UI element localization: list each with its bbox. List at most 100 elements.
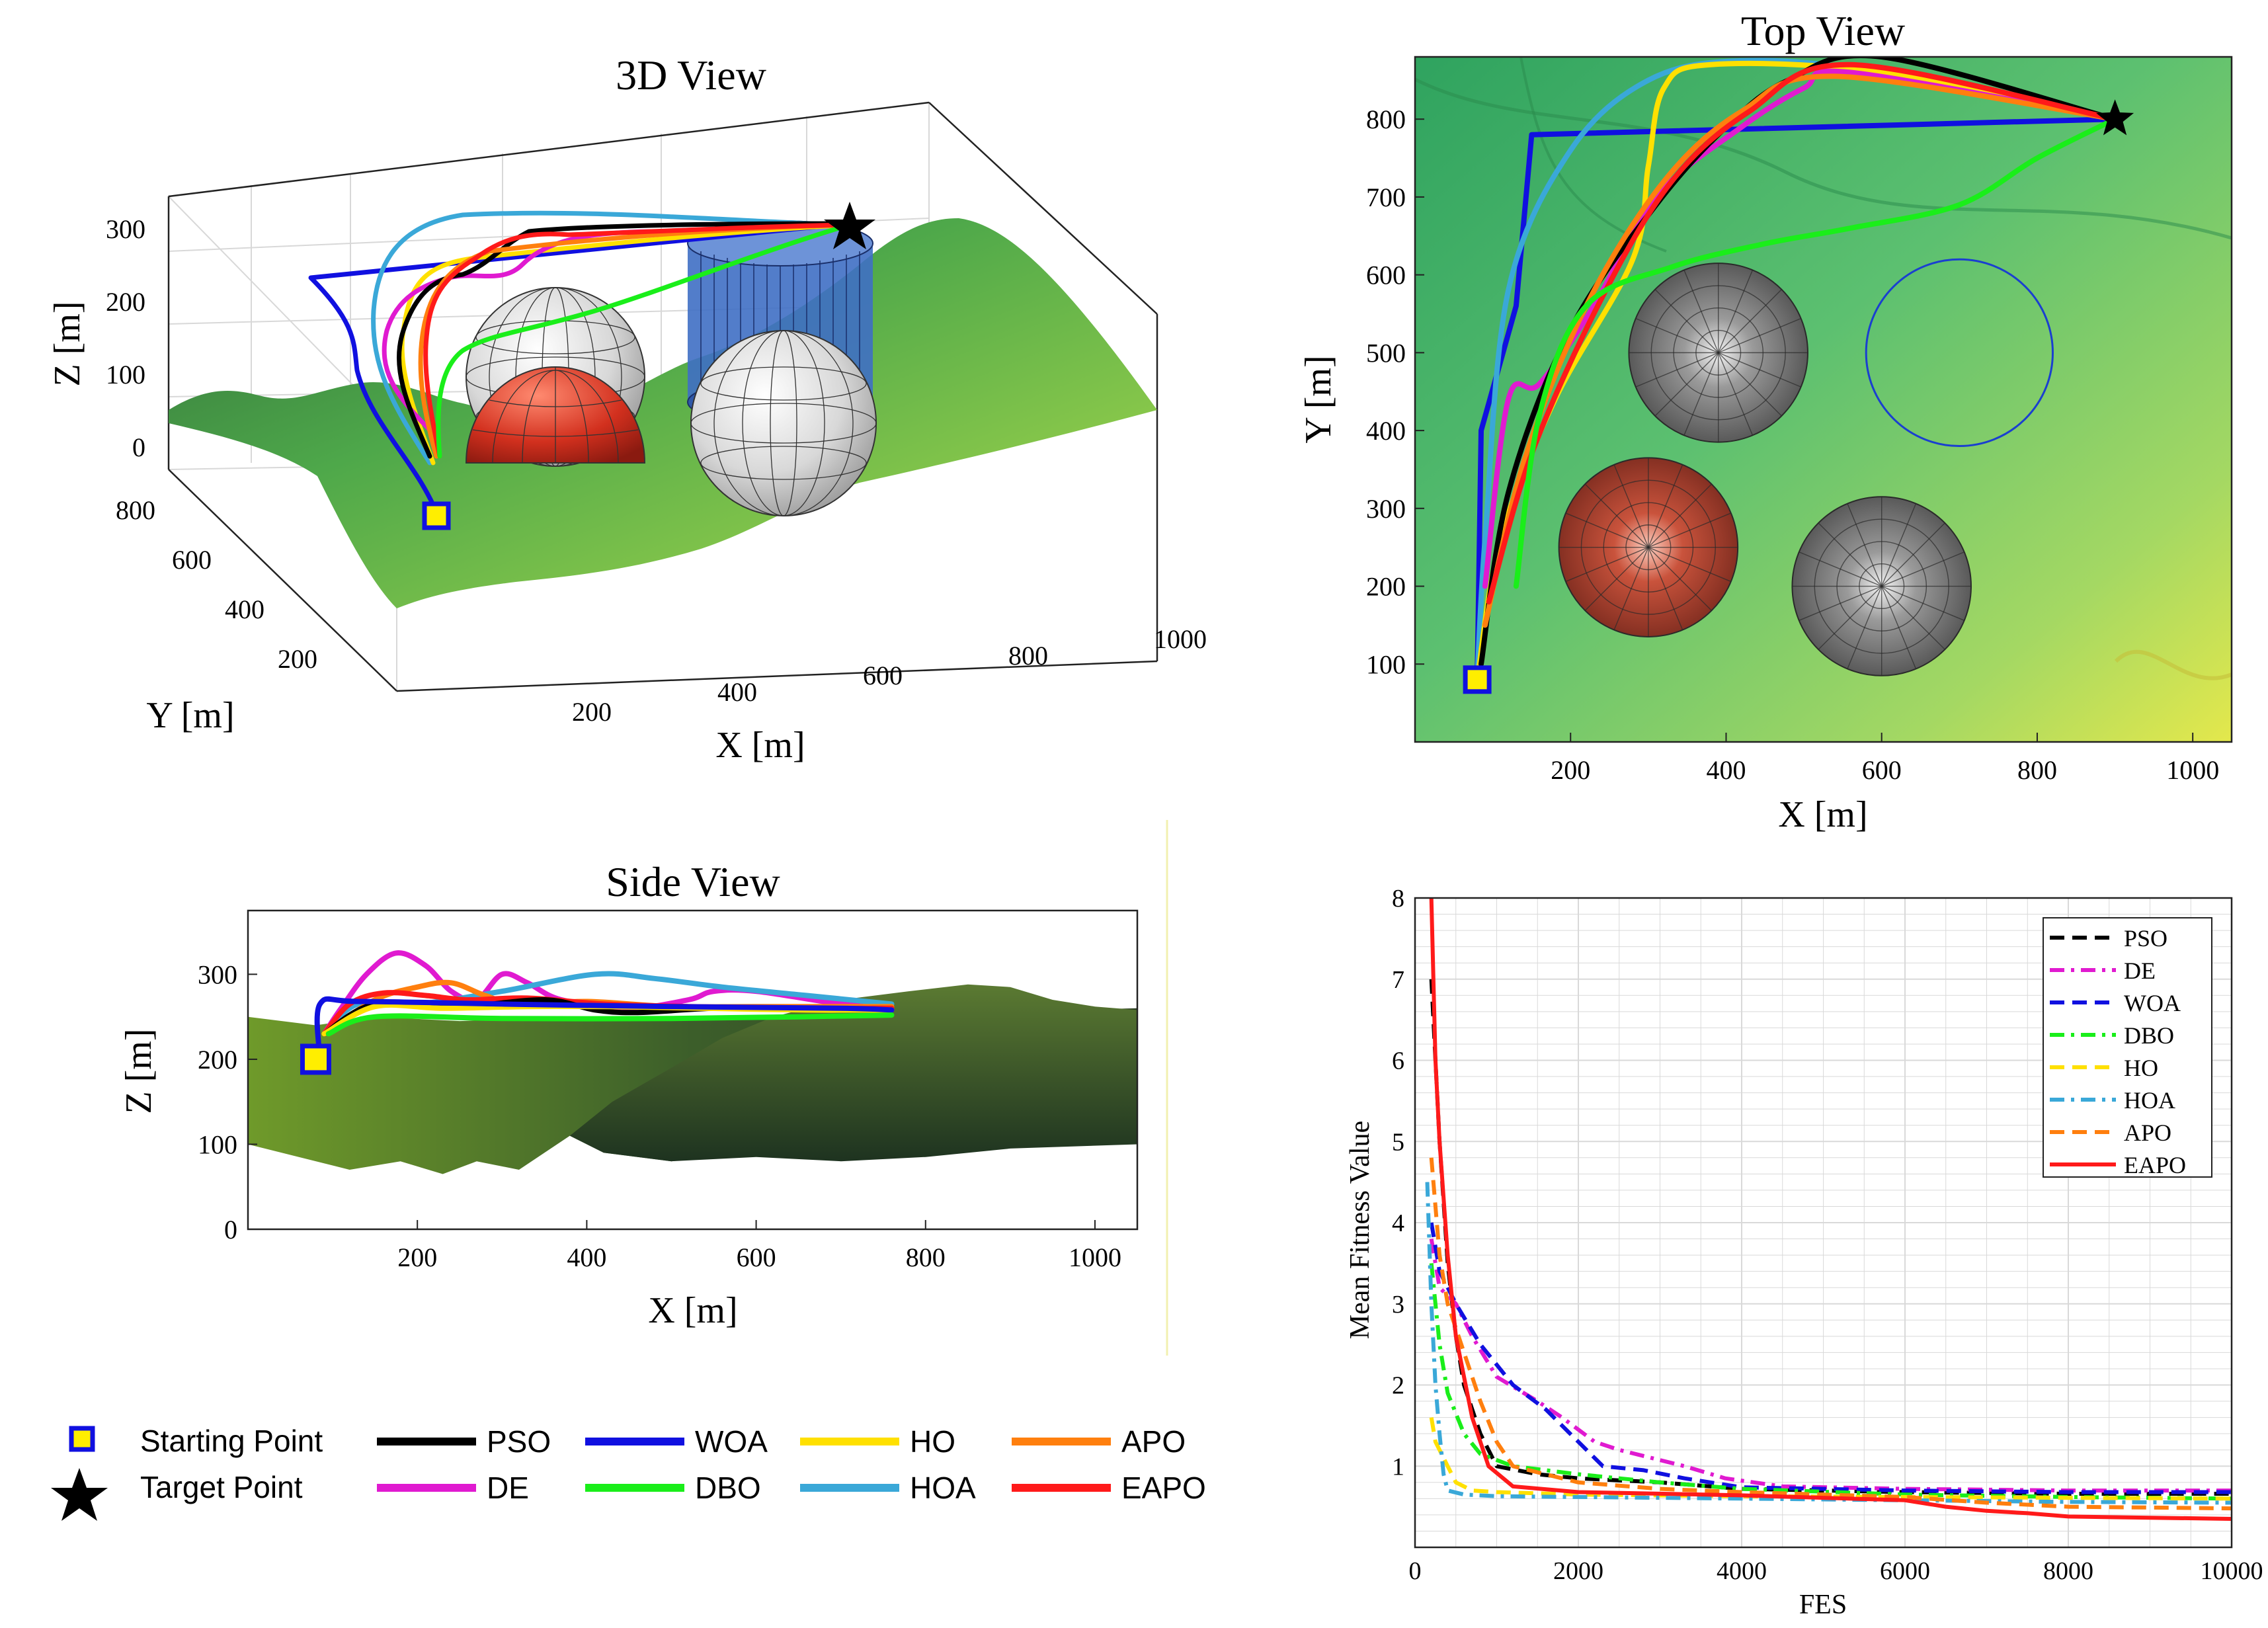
x-tick-convergence: 2000: [1553, 1557, 1603, 1585]
x-tick-top: 1000: [2166, 755, 2219, 785]
path-top-de: [1482, 68, 2118, 589]
legend-label-dbo: DBO: [695, 1471, 761, 1505]
sphere-obstacle-3d-gray-b: [690, 330, 877, 516]
x-tick-convergence: 10000: [2201, 1557, 2263, 1585]
axes-3d: [167, 101, 1158, 692]
legend-target-symbol: [51, 1468, 108, 1521]
sphere-obstacle-top-gray: [1628, 263, 1808, 443]
legend-start-label: Starting Point: [140, 1424, 323, 1458]
z-axis-label-3d: Z [m]: [47, 301, 88, 386]
sphere-obstacle-top-gray: [1791, 496, 1972, 676]
path-3d-dbo: [436, 222, 852, 459]
y-axis-label-convergence: Mean Fitness Value: [1345, 1121, 1375, 1340]
convergence-lines: [1425, 898, 2232, 1521]
legend-label-pso: PSO: [487, 1424, 551, 1459]
x-axis-label-side: X [m]: [648, 1290, 737, 1331]
y-tick-top: 700: [1366, 183, 1406, 212]
y-tick-convergence: 7: [1392, 966, 1404, 994]
legend-target-label: Target Point: [140, 1470, 303, 1504]
y-tick-convergence: 8: [1392, 885, 1404, 913]
start-marker-side: [300, 1043, 331, 1075]
terrain-surface-3d: [169, 218, 1157, 608]
legend-label-eapo: EAPO: [1121, 1471, 1206, 1505]
sphere-obstacle-top-red: [1558, 457, 1739, 637]
z-tick-3d: 100: [106, 360, 145, 389]
z-tick-3d: 0: [132, 432, 145, 462]
x-tick-3d: 200: [572, 697, 612, 727]
y-tick-side: 200: [198, 1045, 237, 1075]
path-legend: Starting Point Target Point PSO WOA HO APO D…: [51, 1424, 1206, 1521]
legend-label-apo: APO: [1121, 1424, 1186, 1459]
conv-legend-label-hoa: HOA: [2124, 1087, 2175, 1114]
axes-frame-top: [1414, 56, 2233, 743]
path-3d-ho: [399, 222, 852, 466]
y-tick-top: 400: [1366, 416, 1406, 446]
x-tick-side: 1000: [1069, 1242, 1121, 1272]
y-tick-top: 100: [1366, 649, 1406, 679]
ticks-3d: 300 200 100 0 800 600 400 200 200 400 60…: [106, 214, 1207, 727]
conv-legend-label-ho: HO: [2124, 1055, 2158, 1081]
conv-legend-label-eapo: EAPO: [2124, 1152, 2186, 1178]
x-tick-side: 800: [906, 1242, 946, 1272]
path-legend-items: PSO WOA HO APO DE DBO HOA EAPO: [377, 1424, 1206, 1505]
top-paths: [1475, 57, 2118, 682]
panel-convergence: 0 2000 4000 6000 8000 10000 1 2 3 4 5 6 7 8 Mean Fitn…: [1345, 885, 2263, 1620]
x-axis-label-top: X [m]: [1778, 794, 1867, 835]
y-tick-side: 0: [224, 1215, 237, 1244]
path-3d-woa: [308, 221, 852, 515]
target-marker-3d: [824, 202, 875, 249]
conv-legend-label-dbo: DBO: [2124, 1022, 2174, 1049]
path-3d-hoa: [371, 210, 852, 466]
z-tick-3d: 300: [106, 214, 145, 244]
series-eapo: [1429, 898, 2232, 1521]
path-3d-pso: [397, 221, 852, 459]
series-de: [1429, 1239, 2232, 1493]
conv-legend-label-de: DE: [2124, 957, 2156, 984]
ticks-convergence: 0 2000 4000 6000 8000 10000 1 2 3 4 5 6 7 8: [1392, 885, 2263, 1585]
y-tick-top: 500: [1366, 338, 1406, 368]
panel-3d-view: 3D View: [47, 52, 1207, 766]
series-ho: [1429, 1417, 2232, 1501]
start-marker-top: [1463, 665, 1492, 694]
y-tick-3d: 600: [172, 545, 212, 575]
x-axis-label-convergence: FES: [1799, 1590, 1847, 1620]
series-hoa: [1425, 1182, 2232, 1505]
top-obstacles: [1558, 258, 2054, 676]
y-tick-top: 800: [1366, 104, 1406, 134]
series-woa: [1429, 1222, 2232, 1494]
start-marker-3d: [422, 501, 451, 530]
x-tick-top: 200: [1551, 755, 1590, 785]
y-tick-convergence: 4: [1392, 1209, 1404, 1237]
convergence-legend-box: [2043, 917, 2212, 1178]
panel-top-view: Top View 200 400 600 800 1000 100 200 300 400 500…: [1298, 7, 2233, 835]
x-tick-side: 600: [737, 1242, 776, 1272]
x-tick-convergence: 4000: [1717, 1557, 1767, 1585]
title-side-view: Side View: [606, 858, 780, 905]
title-3d-view: 3D View: [616, 52, 766, 99]
legend-start-symbol: [69, 1426, 95, 1452]
y-tick-top: 600: [1366, 261, 1406, 290]
legend-label-ho: HO: [910, 1424, 955, 1459]
terrain-side-hill: [569, 984, 1137, 1162]
y-tick-top: 200: [1366, 572, 1406, 602]
x-tick-convergence: 0: [1409, 1557, 1422, 1585]
path-top-dbo: [1513, 116, 2118, 589]
target-marker-top: [2096, 99, 2134, 136]
legend-label-de: DE: [487, 1471, 529, 1505]
x-tick-side: 400: [567, 1242, 606, 1272]
ticks-top: 200 400 600 800 1000 100 200 300 400 500 600 700 800: [1366, 104, 2219, 785]
y-axis-label-side: Z [m]: [118, 1028, 159, 1114]
x-tick-top: 400: [1706, 755, 1746, 785]
path-top-apo: [1482, 73, 2118, 628]
path-side-dbo: [325, 1012, 895, 1037]
y-tick-convergence: 1: [1392, 1453, 1404, 1481]
x-tick-3d: 600: [863, 661, 903, 690]
y-tick-side: 100: [198, 1129, 237, 1159]
x-axis-label-3d: X [m]: [715, 725, 805, 766]
y-tick-side: 300: [198, 959, 237, 989]
x-tick-top: 600: [1862, 755, 1902, 785]
y-tick-convergence: 6: [1392, 1047, 1404, 1075]
conv-legend-label-apo: APO: [2124, 1119, 2171, 1146]
conv-legend-label-woa: WOA: [2124, 990, 2181, 1016]
